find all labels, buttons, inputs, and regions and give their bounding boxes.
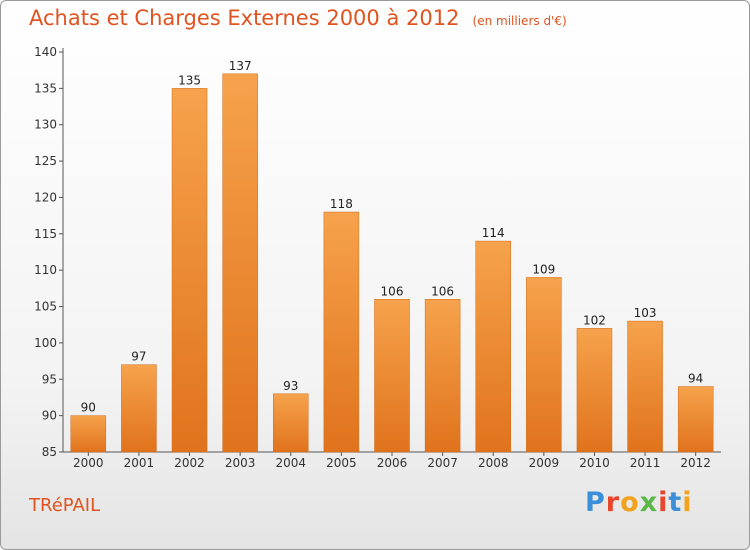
x-tick-label: 2012 bbox=[680, 456, 711, 470]
x-tick-label: 2010 bbox=[579, 456, 610, 470]
y-tick-label: 120 bbox=[34, 190, 57, 204]
town-name: TRéPAIL bbox=[29, 495, 101, 516]
logo-letter: i bbox=[658, 487, 669, 518]
bar-value-label: 93 bbox=[283, 379, 298, 393]
bar-value-label: 102 bbox=[583, 313, 606, 327]
bar bbox=[576, 328, 613, 453]
bar bbox=[323, 211, 360, 453]
bar-value-label: 137 bbox=[229, 59, 252, 73]
y-tick-label: 85 bbox=[42, 445, 57, 459]
bar-value-label: 109 bbox=[532, 262, 555, 276]
bar bbox=[424, 299, 461, 453]
x-tick-label: 2000 bbox=[73, 456, 104, 470]
bar-value-label: 106 bbox=[431, 284, 454, 298]
bar-value-label: 90 bbox=[81, 401, 96, 415]
proxiti-logo: Proxiti bbox=[585, 487, 693, 518]
x-tick-label: 2009 bbox=[529, 456, 560, 470]
bar bbox=[273, 393, 309, 453]
y-tick-label: 95 bbox=[42, 372, 57, 386]
y-tick-label: 110 bbox=[34, 263, 57, 277]
y-tick-label: 100 bbox=[34, 336, 57, 350]
y-tick-label: 90 bbox=[42, 409, 57, 423]
y-tick-label: 125 bbox=[34, 154, 57, 168]
bar bbox=[627, 320, 663, 453]
bar bbox=[121, 364, 157, 453]
x-tick-label: 2007 bbox=[427, 456, 458, 470]
logo-letter: o bbox=[620, 487, 640, 518]
bar-value-label: 135 bbox=[178, 73, 201, 87]
y-tick-label: 115 bbox=[34, 227, 57, 241]
logo-letter: P bbox=[585, 487, 606, 518]
x-tick-label: 2008 bbox=[478, 456, 509, 470]
chart-title-block: Achats et Charges Externes 2000 à 2012 (… bbox=[29, 6, 567, 30]
x-tick-label: 2006 bbox=[377, 456, 408, 470]
y-tick-label: 140 bbox=[34, 45, 57, 59]
x-tick-label: 2001 bbox=[124, 456, 155, 470]
logo-letter: t bbox=[668, 487, 683, 518]
bar-value-label: 106 bbox=[381, 284, 404, 298]
bar bbox=[677, 386, 714, 453]
logo-letter: x bbox=[639, 487, 659, 518]
x-tick-label: 2005 bbox=[326, 456, 357, 470]
x-tick-label: 2011 bbox=[630, 456, 661, 470]
chart-subtitle: (en milliers d'€) bbox=[472, 14, 567, 28]
bar bbox=[526, 277, 562, 453]
y-tick-label: 135 bbox=[34, 81, 57, 95]
x-tick-label: 2003 bbox=[225, 456, 256, 470]
bar-value-label: 94 bbox=[688, 372, 703, 386]
chart-bars: 90 97 135 137 93 118 106 106 114 109 102 103 94 bbox=[70, 59, 714, 453]
bar bbox=[171, 88, 208, 453]
logo-letter: r bbox=[605, 487, 621, 518]
logo-letter: i bbox=[682, 487, 693, 518]
chart-axes: 85 90 95 100 105 110 115 120 125 130 135 140 2000 200… bbox=[34, 45, 721, 470]
bar bbox=[374, 299, 410, 453]
bar-value-label: 97 bbox=[131, 350, 146, 364]
bar bbox=[222, 73, 258, 453]
x-tick-label: 2004 bbox=[275, 456, 306, 470]
bar-value-label: 118 bbox=[330, 197, 353, 211]
y-tick-label: 105 bbox=[34, 300, 57, 314]
chart-title: Achats et Charges Externes 2000 à 2012 bbox=[29, 6, 460, 30]
y-tick-label: 130 bbox=[34, 118, 57, 132]
bar bbox=[70, 415, 107, 453]
bar-value-label: 103 bbox=[634, 306, 657, 320]
bar bbox=[475, 240, 511, 453]
x-tick-label: 2002 bbox=[174, 456, 205, 470]
bar-value-label: 114 bbox=[482, 226, 505, 240]
